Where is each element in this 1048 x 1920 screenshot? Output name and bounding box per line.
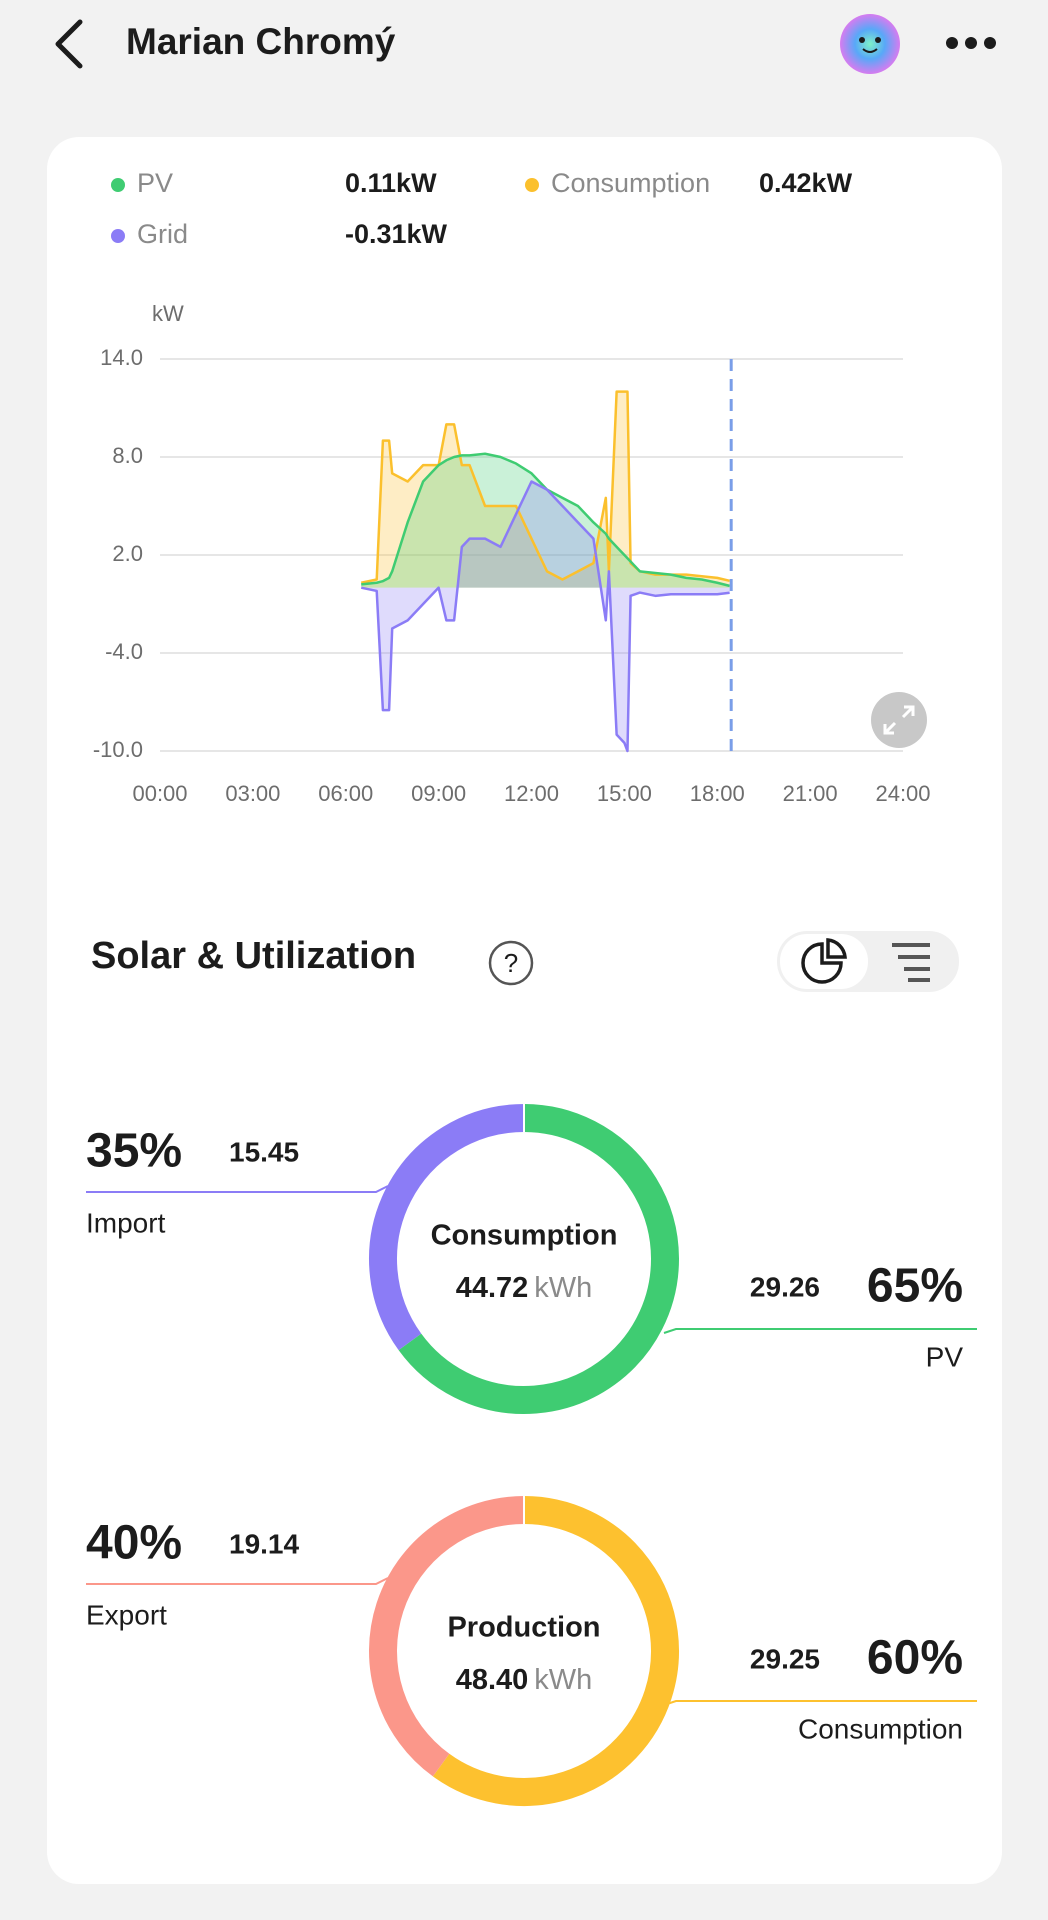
legend-label: Grid [137,219,188,249]
card [47,137,1002,1884]
donut-total: 44.72 kWh [456,1272,593,1304]
y-tick-label: 8.0 [112,443,143,468]
donut-total: 48.40 kWh [456,1664,593,1696]
back-button[interactable] [55,19,83,69]
amount-label: 15.45 [229,1136,299,1167]
category-label: Export [86,1599,167,1630]
amount-label: 29.26 [750,1271,820,1302]
donut-segment [369,1104,525,1351]
total-unit: kWh [534,1272,592,1304]
category-label: Import [86,1207,166,1238]
series-area [361,391,730,588]
amount-label: 19.14 [229,1528,299,1559]
svg-text:?: ? [504,948,518,978]
donut-segment [398,1104,679,1414]
y-tick-label: -10.0 [93,737,143,762]
leader-line [86,1577,389,1585]
x-tick-label: 12:00 [504,781,559,806]
x-tick-label: 00:00 [132,781,187,806]
leader-line [663,1700,977,1706]
legend-label: Consumption [551,168,710,198]
x-tick-label: 21:00 [783,781,838,806]
category-label: PV [926,1341,964,1372]
legend-dot [525,178,539,192]
donut-title: Production [447,1612,600,1644]
percent-label: 60% [867,1632,963,1685]
legend-dot [111,178,125,192]
y-tick-label: 2.0 [112,541,143,566]
donut-title: Consumption [431,1220,618,1252]
legend-value: -0.31kW [345,219,448,249]
help-button[interactable]: ? [488,940,534,986]
x-tick-label: 18:00 [690,781,745,806]
series-line [360,480,730,753]
expand-button[interactable] [871,692,927,748]
legend-value: 0.11kW [345,168,437,198]
series-area [361,481,730,751]
category-label: Consumption [798,1713,963,1744]
total-unit: kWh [534,1664,592,1696]
x-tick-label: 03:00 [225,781,280,806]
section-title: Solar & Utilization [91,935,416,977]
percent-label: 65% [867,1260,963,1313]
total-value: 44.72 [456,1272,529,1304]
y-tick-label: 14.0 [100,345,143,370]
more-menu[interactable] [946,37,996,49]
legend-label: PV [137,168,173,198]
leader-line [86,1185,389,1193]
x-tick-label: 24:00 [875,781,930,806]
legend-value: 0.42kW [759,168,853,198]
donut-segment [432,1496,679,1806]
x-tick-label: 09:00 [411,781,466,806]
y-axis-label: kW [152,301,184,326]
y-tick-label: -4.0 [105,639,143,664]
donut-segment [369,1496,525,1777]
legend-dot [111,229,125,243]
view-toggle[interactable] [777,931,959,992]
x-tick-label: 15:00 [597,781,652,806]
percent-label: 35% [86,1125,182,1178]
leader-line [663,1328,977,1334]
avatar[interactable] [840,14,900,74]
x-tick-label: 06:00 [318,781,373,806]
series-area [361,453,730,588]
page-title: Marian Chromý [126,21,396,62]
percent-label: 40% [86,1517,182,1570]
total-value: 48.40 [456,1664,529,1696]
amount-label: 29.25 [750,1643,820,1674]
